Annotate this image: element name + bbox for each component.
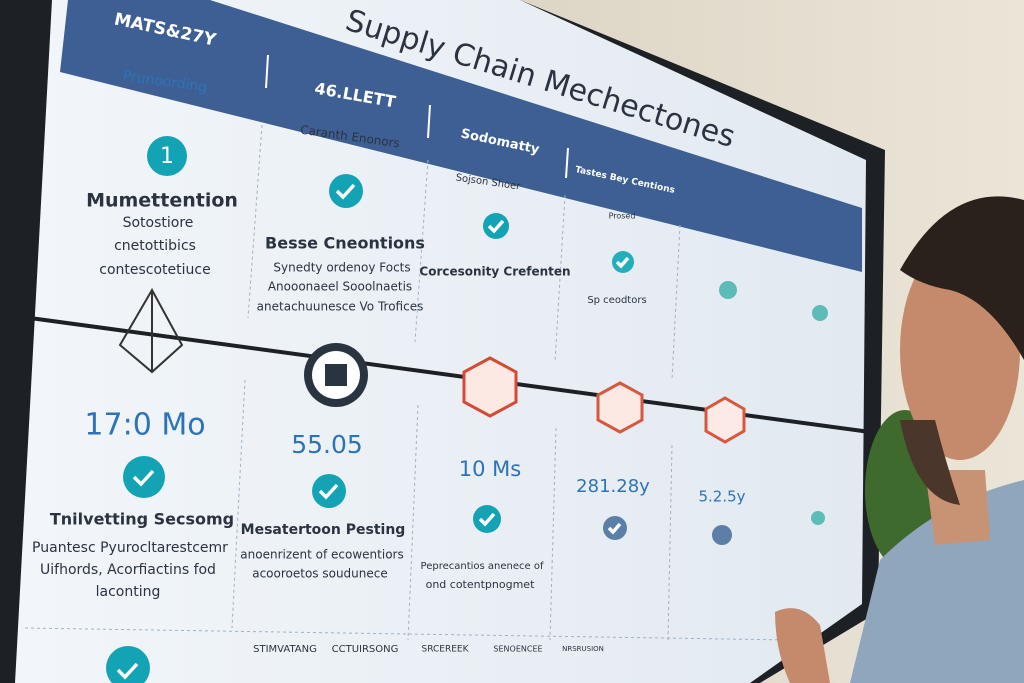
card-heading: Mumettention [86, 190, 238, 212]
column-label: SRCEREEK [421, 645, 469, 655]
card-text: cnetottibics [114, 238, 196, 254]
card-heading: Besse Cneontions [265, 234, 425, 253]
card-heading: Sp ceodtors [587, 295, 646, 306]
card-text: Puantesc Pyurocltarestcemr [32, 540, 228, 556]
tab-divider [265, 54, 269, 89]
person [775, 196, 1024, 683]
card-text: Sotostiore [123, 215, 194, 231]
card-text: contescotetiuce [99, 262, 210, 278]
card-text: Anooonaeel Sooolnaetis [268, 280, 412, 294]
sublabel: Prosed [609, 212, 636, 221]
card-borders [24, 124, 791, 641]
column-label: NRSRUSION [562, 645, 604, 653]
card-text: anetachuunesce Vo Trofices [257, 300, 424, 314]
card-heading: Tnilvetting Secsomg [50, 510, 234, 529]
tab-divider [427, 104, 431, 139]
card-text: ond cotentpnogmet [426, 578, 535, 591]
card-text: Peprecantios anenece of [421, 561, 544, 572]
metric: 55.05 [291, 430, 363, 459]
card-text: acooroetos soudunece [252, 567, 388, 581]
card-heading: Mesatertoon Pesting [241, 522, 406, 538]
check-icons [106, 136, 828, 683]
card-text: Uifhords, Acorfiactins fod [40, 562, 216, 578]
card-text: anoenrizent of ecowentiors [240, 548, 403, 562]
step-number: 1 [160, 144, 174, 169]
metric: 10 Ms [459, 457, 521, 481]
header-band [60, 0, 862, 272]
icons [118, 287, 746, 444]
column-label: STIMVATANG [253, 644, 317, 655]
metric: 17:0 Mo [84, 408, 205, 443]
card-text: Synedty ordenoy Focts [273, 261, 410, 275]
column-label: SENOENCEE [493, 645, 542, 654]
tab-divider [565, 147, 569, 179]
card-heading: Corcesonity Crefenten [419, 265, 570, 279]
metric: 5.2.5y [698, 488, 745, 506]
card-text: laconting [96, 584, 161, 600]
column-label: CCTUIRSONG [332, 644, 399, 655]
metric: 281.28y [576, 476, 650, 497]
